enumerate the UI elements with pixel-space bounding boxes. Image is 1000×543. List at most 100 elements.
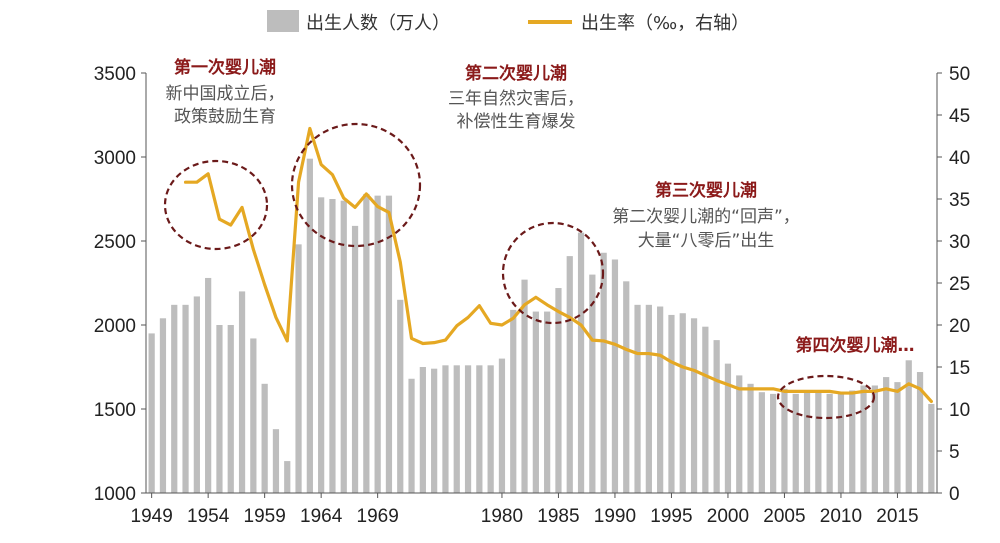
rate-point-1973 [422,342,424,345]
bar-1960 [272,429,280,493]
x-tick-label: 1954 [187,506,230,527]
rate-point-1962 [297,181,300,183]
y-right-tick-label: 30 [949,232,970,253]
annotation-1-line-2: 政策鼓励生育 [174,107,276,127]
bar-1990 [611,259,619,493]
bar-1970 [385,195,393,493]
legend: 出生人数（万人） 出生率（‰，右轴） [267,10,749,34]
y-right-tick-label: 0 [949,484,960,505]
rate-point-2003 [761,388,763,390]
bar-1957 [238,291,246,493]
bar-1969 [374,195,381,493]
rate-point-1993 [648,352,650,355]
births-bars [148,158,935,493]
bar-2018 [928,403,935,493]
rate-point-1971 [399,261,402,263]
annotation-2-title: 第二次婴儿潮 [465,63,567,84]
rate-point-1990 [614,343,616,346]
x-tick-label: 1985 [537,506,579,527]
bar-1985 [555,288,562,493]
bar-1992 [634,304,641,493]
bar-1951 [171,304,178,493]
y-right-tick-label: 5 [949,442,960,463]
y-left-tick-label: 3500 [94,64,136,85]
bar-1978 [476,365,483,493]
rate-point-1963 [309,127,311,130]
bar-1977 [464,365,472,493]
x-tick-label: 1980 [481,506,523,527]
rate-point-1953 [196,181,198,183]
annotation-circle-1 [163,159,269,251]
rate-point-2004 [772,388,774,390]
y-right-tick-label: 15 [949,358,970,379]
rate-point-1985 [557,310,560,313]
rate-point-1958 [252,248,255,251]
rate-point-2000 [727,383,729,386]
rate-point-1992 [636,352,639,355]
rate-point-1967 [354,206,356,209]
bar-1997 [690,318,698,493]
bar-1974 [431,368,438,493]
rate-point-2018 [930,400,933,403]
rate-point-2001 [738,388,741,390]
annotation-1-line-1: 新中国成立后， [166,84,285,104]
y-left-tick-label: 2000 [94,316,136,337]
rate-point-1994 [659,354,661,357]
rate-point-1975 [444,339,447,341]
y-right-tick-label: 45 [949,106,970,127]
rate-point-1989 [602,340,605,342]
bar-1987 [577,232,585,493]
rate-point-1968 [365,193,368,195]
rate-point-1987 [580,324,582,326]
y-right-tick-label: 50 [949,64,970,85]
bar-1966 [340,200,347,493]
y-right-tick-label: 40 [949,148,970,169]
rate-point-2014 [885,388,887,390]
rate-point-1981 [512,317,515,320]
y-left-tick-label: 2500 [94,232,136,253]
rate-point-2008 [817,390,820,393]
annotation-2-line-1: 三年自然灾害后， [448,89,584,109]
rate-point-2011 [851,392,854,394]
rate-point-2016 [907,383,910,385]
rate-point-2015 [896,390,899,393]
bar-1980 [498,358,506,493]
rate-point-1991 [625,348,628,351]
bar-1979 [487,365,494,493]
x-tick-label: 2000 [707,506,749,527]
bar-2004 [770,393,777,493]
y-left-tick-label: 1500 [94,400,136,421]
rate-point-1988 [591,339,594,341]
birth-rate-line [183,126,933,404]
annotation-circle-3 [501,221,605,325]
x-tick-label: 1990 [594,506,636,527]
x-tick-label: 2010 [820,506,862,527]
bar-2009 [826,393,833,493]
bar-1972 [408,378,415,493]
bar-1981 [510,309,517,493]
annotations: 第一次婴儿潮 新中国成立后， 政策鼓励生育 第二次婴儿潮 三年自然灾害后， 补偿… [163,57,915,420]
bar-2008 [815,390,822,493]
legend-line-label: 出生率（‰，右轴） [581,13,749,34]
bar-1971 [397,299,404,493]
rate-point-1999 [715,379,718,382]
bar-1999 [713,340,720,493]
bar-1991 [623,281,630,493]
x-tick-label: 1959 [244,506,286,527]
bar-2006 [792,393,799,493]
bar-1962 [295,244,302,493]
rate-point-2017 [919,388,921,390]
rate-point-1982 [523,304,526,306]
bar-2011 [849,390,856,493]
x-tick-label: 1969 [357,506,399,527]
rate-point-2002 [749,388,752,390]
annotation-4-title: 第四次婴儿潮… [796,335,915,356]
rate-point-2012 [862,390,865,393]
rate-point-1966 [342,197,345,199]
annotation-circle-2 [290,122,422,248]
annotation-1-title: 第一次婴儿潮 [174,57,276,78]
rate-point-2007 [806,390,808,393]
rate-point-1956 [229,224,232,226]
bar-2013 [871,385,878,493]
